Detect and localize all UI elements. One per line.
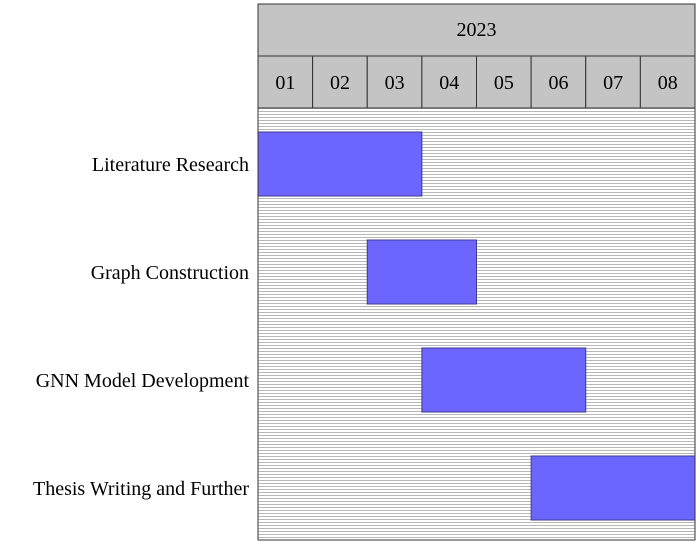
task-bar [530, 455, 696, 521]
task-bar [366, 239, 477, 305]
month-header-label: 03 [385, 72, 405, 94]
month-header-label: 08 [658, 72, 678, 94]
month-header-label: 05 [494, 72, 514, 94]
month-header-label: 01 [275, 72, 295, 94]
month-header-label: 02 [330, 72, 350, 94]
month-header-cell [421, 55, 477, 109]
task-bar [421, 347, 587, 413]
month-header-label: 04 [439, 72, 459, 94]
chart-border [257, 3, 696, 541]
month-header-label: 07 [603, 72, 623, 94]
task-bar [257, 131, 423, 197]
month-header-cell [312, 55, 368, 109]
month-header-cell [366, 55, 423, 109]
year-header-label: 2023 [457, 19, 497, 41]
task-label: Graph Construction [91, 262, 249, 284]
month-header-cell [476, 55, 532, 109]
task-label: Literature Research [92, 154, 249, 176]
month-header-cell [257, 55, 314, 109]
month-header-label: 06 [548, 72, 568, 94]
year-header-cell [257, 3, 696, 57]
month-header-cell [639, 55, 696, 109]
task-label: Thesis Writing and Further [33, 478, 249, 500]
month-header-cell [585, 55, 641, 109]
task-label: GNN Model Development [36, 370, 250, 392]
